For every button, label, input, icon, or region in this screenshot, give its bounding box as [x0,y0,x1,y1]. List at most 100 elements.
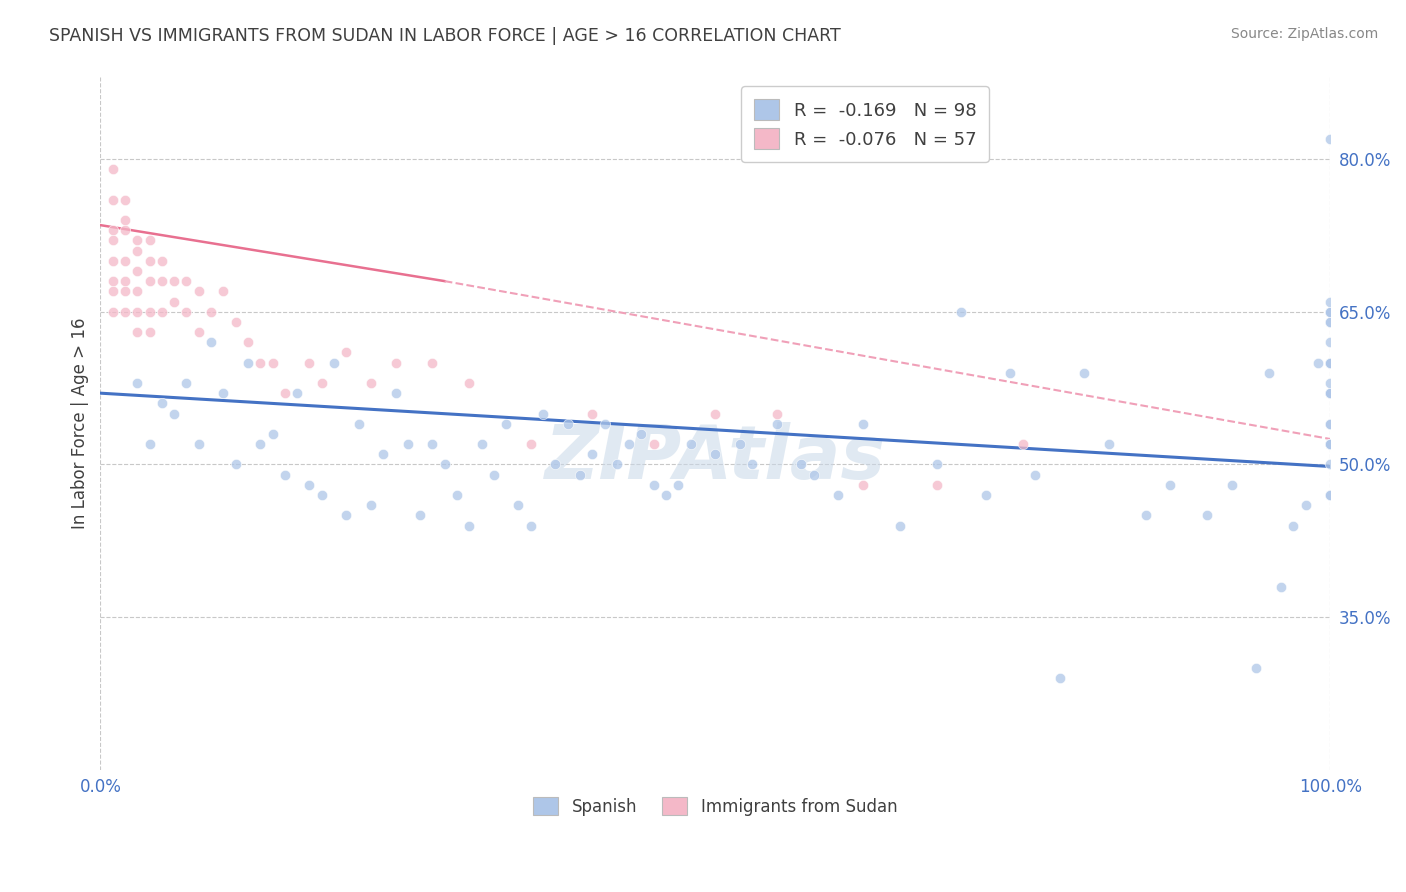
Point [925,478,948,492]
Point [666,478,689,492]
Point [409,508,432,523]
Point [1319,417,1341,431]
Point [679,437,702,451]
Point [1270,580,1292,594]
Point [741,458,763,472]
Point [1257,366,1279,380]
Point [163,407,186,421]
Point [1319,386,1341,401]
Point [101,234,124,248]
Point [163,274,186,288]
Point [508,498,530,512]
Point [520,518,543,533]
Point [138,437,160,451]
Point [212,386,235,401]
Point [1282,518,1305,533]
Point [138,304,160,318]
Point [482,467,505,482]
Point [569,467,592,482]
Point [127,244,149,258]
Point [1159,478,1181,492]
Point [581,407,603,421]
Point [471,437,494,451]
Point [335,345,357,359]
Point [1319,315,1341,329]
Point [728,437,751,451]
Point [950,304,973,318]
Point [114,193,136,207]
Point [101,253,124,268]
Point [1319,386,1341,401]
Point [1319,356,1341,370]
Point [1049,671,1071,685]
Point [127,264,149,278]
Point [422,437,444,451]
Point [655,488,678,502]
Point [889,518,911,533]
Point [1073,366,1095,380]
Point [1246,661,1268,675]
Point [1197,508,1219,523]
Point [176,304,198,318]
Point [114,213,136,227]
Point [114,274,136,288]
Text: SPANISH VS IMMIGRANTS FROM SUDAN IN LABOR FORCE | AGE > 16 CORRELATION CHART: SPANISH VS IMMIGRANTS FROM SUDAN IN LABO… [49,27,841,45]
Point [520,437,543,451]
Text: Source: ZipAtlas.com: Source: ZipAtlas.com [1230,27,1378,41]
Point [446,488,468,502]
Point [925,458,948,472]
Point [138,274,160,288]
Point [852,478,875,492]
Point [384,356,406,370]
Point [249,356,271,370]
Point [200,304,222,318]
Point [127,304,149,318]
Point [765,417,787,431]
Point [531,407,554,421]
Point [114,304,136,318]
Point [495,417,517,431]
Point [262,356,284,370]
Point [176,274,198,288]
Point [1319,437,1341,451]
Y-axis label: In Labor Force | Age > 16: In Labor Force | Age > 16 [72,318,89,530]
Point [298,356,321,370]
Point [557,417,579,431]
Point [163,294,186,309]
Point [298,478,321,492]
Legend: Spanish, Immigrants from Sudan: Spanish, Immigrants from Sudan [524,789,905,824]
Point [1011,437,1033,451]
Point [114,285,136,299]
Point [1220,478,1243,492]
Point [200,335,222,350]
Point [1319,304,1341,318]
Point [138,234,160,248]
Point [643,437,665,451]
Point [630,426,652,441]
Point [187,437,209,451]
Point [311,488,333,502]
Point [1319,458,1341,472]
Point [274,386,297,401]
Point [974,488,997,502]
Point [101,223,124,237]
Point [138,325,160,339]
Point [236,356,259,370]
Point [1024,467,1046,482]
Point [1000,366,1022,380]
Point [187,325,209,339]
Point [1295,498,1317,512]
Point [150,274,173,288]
Point [643,478,665,492]
Point [1319,356,1341,370]
Point [114,253,136,268]
Point [1319,304,1341,318]
Point [1319,356,1341,370]
Point [606,458,628,472]
Point [114,223,136,237]
Point [458,518,481,533]
Point [101,162,124,177]
Point [127,285,149,299]
Point [101,304,124,318]
Point [1319,376,1341,390]
